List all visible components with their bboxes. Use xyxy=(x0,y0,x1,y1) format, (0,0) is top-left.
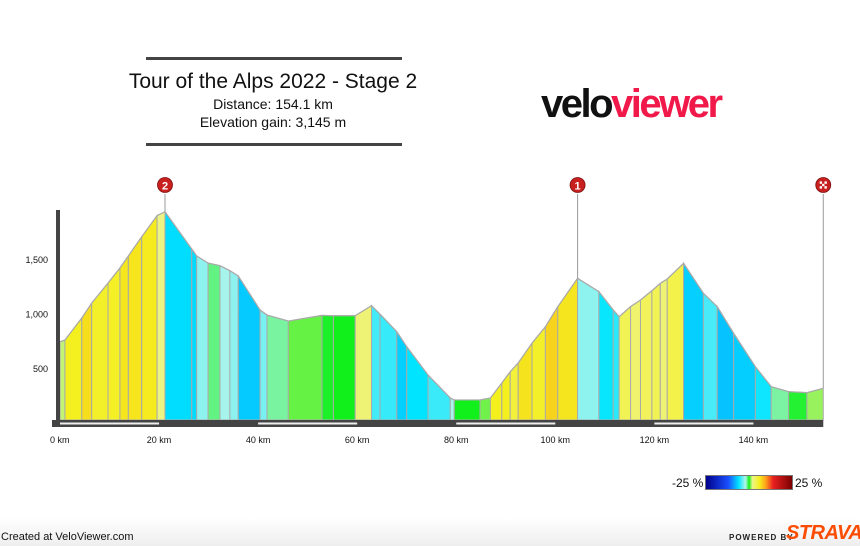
y-tick-label: 500 xyxy=(33,364,48,374)
marker-label: 2 xyxy=(162,181,168,193)
checkered-square xyxy=(822,183,825,187)
profile-segment xyxy=(406,345,429,421)
elevation-gain-text: Elevation gain: 3,145 m xyxy=(199,114,347,130)
profile-segment xyxy=(229,269,239,421)
title-top-rule xyxy=(146,57,402,60)
profile-segment xyxy=(449,397,455,421)
x-tick-label: 120 km xyxy=(640,435,670,445)
x-tick-label: 100 km xyxy=(541,435,571,445)
y-tick-label: 1,500 xyxy=(25,255,48,265)
x-tick-label: 0 km xyxy=(50,435,70,445)
x-tick-label: 80 km xyxy=(444,435,469,445)
profile-segment xyxy=(612,308,620,421)
profile-segment xyxy=(237,274,261,421)
y-tick-label: 1,000 xyxy=(25,310,48,320)
gradient-legend-bar xyxy=(705,475,793,490)
page-title: Tour of the Alps 2022 - Stage 2 xyxy=(128,70,418,93)
x-axis-scale-segment xyxy=(258,422,358,425)
profile-segment xyxy=(509,361,519,421)
checkered-square xyxy=(824,181,827,184)
profile-segment xyxy=(630,299,641,421)
profile-segment xyxy=(577,277,600,421)
profile-segment xyxy=(702,292,718,421)
strava-logo: STRAVA xyxy=(786,522,860,544)
profile-segment xyxy=(321,314,334,421)
checkered-square xyxy=(824,186,827,189)
profile-segment xyxy=(489,381,503,421)
profile-segment xyxy=(127,235,143,421)
footer xyxy=(0,518,860,546)
profile-segment xyxy=(191,247,198,421)
checkered-square xyxy=(819,186,823,189)
x-tick-label: 60 km xyxy=(345,435,370,445)
profile-segment xyxy=(207,262,221,421)
checkered-square xyxy=(819,181,823,184)
profile-segment xyxy=(91,281,109,421)
x-axis-scale-segment xyxy=(654,422,754,425)
legend-min-label: -25 % xyxy=(672,476,704,490)
x-tick-label: 20 km xyxy=(147,435,172,445)
profile-segment xyxy=(287,314,323,421)
elevation-profile-chart: 0 km 20 km 40 km 60 km 80 km 100 km 120 km 140 … xyxy=(25,177,832,445)
profile-segment xyxy=(141,214,158,421)
profile-segment xyxy=(639,289,653,421)
kom-marker-icon xyxy=(157,177,173,193)
profile-segment xyxy=(354,304,373,421)
profile-segment xyxy=(332,315,356,421)
profile-segment xyxy=(666,262,685,421)
profile-segment xyxy=(733,331,756,421)
marker-label: 1 xyxy=(575,181,581,193)
x-axis-scale-segment xyxy=(456,422,556,425)
x-axis-bar xyxy=(52,420,824,427)
profile-segment xyxy=(81,301,93,421)
powered-by-text: POWERED BY xyxy=(729,533,794,542)
profile-segment xyxy=(788,391,808,421)
legend-max-label: 25 % xyxy=(795,476,823,490)
veloviewer-logo: veloviewer xyxy=(541,82,723,127)
profile-segment xyxy=(64,316,83,421)
x-tick-label: 140 km xyxy=(739,435,769,445)
profile-segment xyxy=(59,339,66,421)
profile-segment xyxy=(479,397,491,421)
profile-segment xyxy=(107,266,121,421)
profile-segment xyxy=(156,210,166,421)
title-bottom-rule xyxy=(146,143,402,146)
profile-segment xyxy=(618,305,632,421)
profile-segment xyxy=(196,255,209,421)
profile-segment xyxy=(659,278,668,421)
profile-segment xyxy=(517,341,533,421)
profile-segment xyxy=(379,312,398,421)
profile-segment xyxy=(501,370,511,421)
profile-segment xyxy=(371,304,381,421)
profile-segment xyxy=(266,314,289,421)
profile-segment xyxy=(557,276,579,421)
profile-segment xyxy=(453,399,481,421)
profile-segment xyxy=(806,387,824,421)
profile-segment xyxy=(259,309,268,421)
profile-segment xyxy=(754,365,772,421)
y-axis-line xyxy=(56,210,60,426)
profile-segment xyxy=(770,385,790,421)
profile-segment xyxy=(427,373,451,421)
logo-velo: velo xyxy=(541,82,614,126)
kom-marker-icon xyxy=(569,177,586,193)
distance-text: Distance: 154.1 km xyxy=(213,96,333,112)
logo-viewer: viewer xyxy=(611,82,723,126)
profile-segment xyxy=(598,290,614,421)
profile-segment xyxy=(716,304,735,421)
created-at-text: Created at VeloViewer.com xyxy=(1,531,134,543)
x-tick-label: 40 km xyxy=(246,435,271,445)
profile-segment xyxy=(219,264,231,421)
profile-segment xyxy=(683,261,704,421)
profile-segment xyxy=(651,282,661,421)
x-axis-scale-segment xyxy=(60,422,160,425)
profile-segment xyxy=(119,254,129,421)
